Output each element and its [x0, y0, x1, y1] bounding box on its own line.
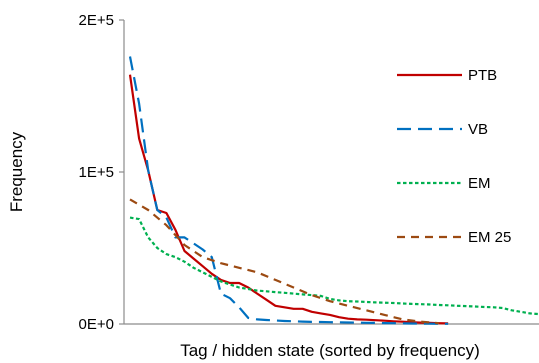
series-line-vb	[128, 56, 449, 325]
series-line-ptb	[128, 74, 449, 325]
axes	[123, 20, 539, 325]
y-tick-label: 0E+0	[79, 316, 114, 333]
series-line-em	[129, 216, 539, 316]
legend-label: VB	[468, 121, 488, 138]
y-axis-title: Frequency	[7, 131, 26, 212]
legend-label: EM 25	[468, 229, 511, 246]
legend: PTB VB EM EM 25	[397, 67, 511, 246]
series-line-em-25	[129, 198, 440, 325]
legend-label: EM	[468, 175, 491, 192]
y-ticks: 0E+0 1E+5 2E+5	[79, 12, 124, 333]
series-layer	[128, 56, 539, 325]
y-tick-label: 1E+5	[79, 164, 114, 181]
x-axis-title: Tag / hidden state (sorted by frequency)	[180, 341, 480, 360]
y-tick-label: 2E+5	[79, 12, 114, 29]
legend-label: PTB	[468, 67, 497, 84]
